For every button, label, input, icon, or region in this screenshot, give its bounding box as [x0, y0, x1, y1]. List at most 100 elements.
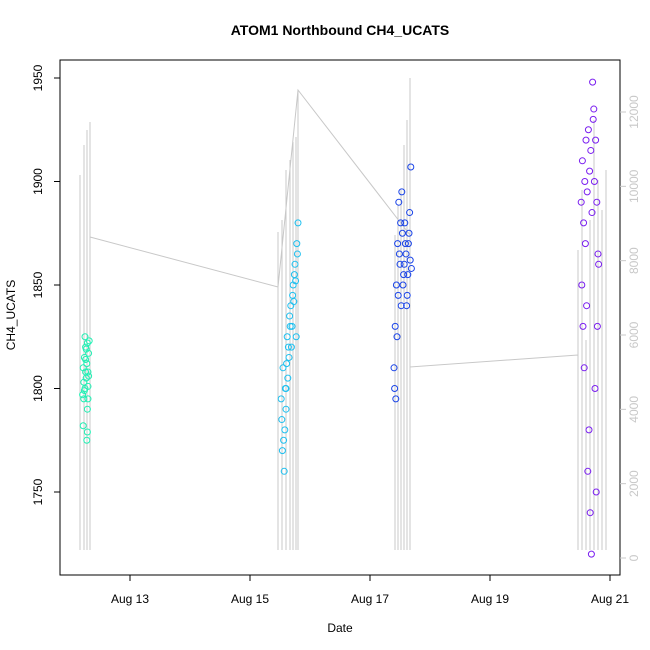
- y2-tick-label: 12000: [627, 95, 641, 129]
- data-point: [280, 467, 288, 475]
- data-point: [291, 260, 299, 268]
- data-point: [278, 447, 286, 455]
- data-point: [400, 260, 408, 268]
- series-1: [79, 333, 93, 444]
- data-point: [82, 345, 90, 353]
- y-tick-label: 1750: [31, 478, 45, 505]
- data-point: [80, 387, 88, 395]
- data-point: [287, 343, 295, 351]
- data-point: [589, 115, 597, 123]
- y2-tick-label: 0: [627, 554, 641, 561]
- data-point: [79, 422, 87, 430]
- data-point: [580, 219, 588, 227]
- data-point: [594, 250, 602, 258]
- data-point: [405, 229, 413, 237]
- data-point: [394, 291, 402, 299]
- data-point: [578, 281, 586, 289]
- chart-title: ATOM1 Northbound CH4_UCATS: [231, 22, 450, 38]
- data-point: [395, 198, 403, 206]
- data-point: [401, 240, 409, 248]
- data-point: [590, 178, 598, 185]
- data-point: [82, 356, 90, 364]
- x-tick-label: Aug 19: [471, 592, 509, 606]
- scatter-points: [79, 78, 603, 558]
- data-point: [393, 333, 401, 341]
- y2-tick-label: 6000: [627, 321, 641, 348]
- data-point: [590, 105, 598, 113]
- data-point: [286, 312, 294, 320]
- x-tick-label: Aug 17: [351, 592, 389, 606]
- data-point: [395, 250, 403, 258]
- data-point: [580, 364, 588, 372]
- data-point: [83, 405, 91, 413]
- data-point: [406, 209, 414, 217]
- data-point: [591, 385, 599, 392]
- data-point: [79, 391, 87, 399]
- data-point: [401, 219, 409, 227]
- data-point: [407, 264, 415, 272]
- data-point: [293, 240, 301, 248]
- data-point: [397, 302, 405, 310]
- background-altitude-trace: [79, 78, 607, 550]
- data-point: [391, 322, 399, 330]
- plot-area-border: [59, 59, 621, 576]
- y-tick-label: 1950: [31, 64, 45, 91]
- y2-tick-label: 4000: [627, 396, 641, 423]
- data-point: [400, 271, 408, 279]
- data-point: [595, 260, 603, 268]
- data-point: [283, 360, 291, 368]
- x-tick-label: Aug 15: [231, 592, 269, 606]
- data-point: [593, 198, 601, 206]
- data-point: [583, 188, 591, 196]
- data-point: [286, 322, 294, 330]
- data-point: [278, 416, 286, 424]
- data-point: [83, 428, 91, 436]
- data-point: [84, 382, 92, 390]
- series-2: [277, 219, 302, 475]
- data-point: [583, 302, 591, 310]
- data-point: [582, 136, 590, 144]
- data-point: [81, 333, 89, 341]
- data-point: [82, 368, 90, 376]
- data-point: [581, 178, 589, 185]
- data-point: [392, 395, 400, 403]
- data-point: [277, 395, 285, 403]
- data-point: [584, 467, 592, 475]
- series-3: [390, 163, 415, 403]
- data-point: [84, 368, 92, 376]
- data-point: [285, 353, 293, 361]
- x-tick-label: Aug 21: [591, 592, 629, 606]
- data-point: [577, 198, 585, 206]
- data-point: [279, 364, 287, 372]
- y2-tick-label: 10000: [627, 169, 641, 203]
- data-point: [294, 219, 302, 227]
- data-point: [587, 550, 595, 558]
- data-point: [589, 78, 597, 86]
- x-tick-label: Aug 13: [111, 592, 149, 606]
- data-point: [584, 126, 592, 134]
- data-point: [80, 395, 88, 403]
- data-point: [585, 426, 593, 434]
- data-point: [403, 291, 411, 299]
- data-point: [284, 374, 292, 382]
- y-tick-label: 1850: [31, 271, 45, 298]
- data-point: [83, 360, 91, 368]
- data-point: [592, 136, 600, 144]
- data-point: [283, 333, 291, 341]
- data-point: [581, 240, 589, 248]
- data-point: [85, 337, 93, 345]
- y2-tick-label: 2000: [627, 470, 641, 497]
- data-point: [84, 395, 92, 403]
- data-point: [404, 271, 412, 279]
- data-point: [592, 488, 600, 496]
- data-point: [292, 277, 300, 285]
- data-point: [398, 188, 406, 196]
- y2-tick-label: 8000: [627, 247, 641, 274]
- y2-axis-ticks: 0 2000 4000 6000 8000 10000 12000: [620, 95, 641, 561]
- data-point: [587, 146, 595, 154]
- data-point: [284, 343, 292, 351]
- y-tick-label: 1800: [31, 375, 45, 402]
- x-axis-label: Date: [327, 621, 353, 635]
- x-axis-ticks: Aug 13 Aug 15 Aug 17 Aug 19 Aug 21: [111, 575, 629, 606]
